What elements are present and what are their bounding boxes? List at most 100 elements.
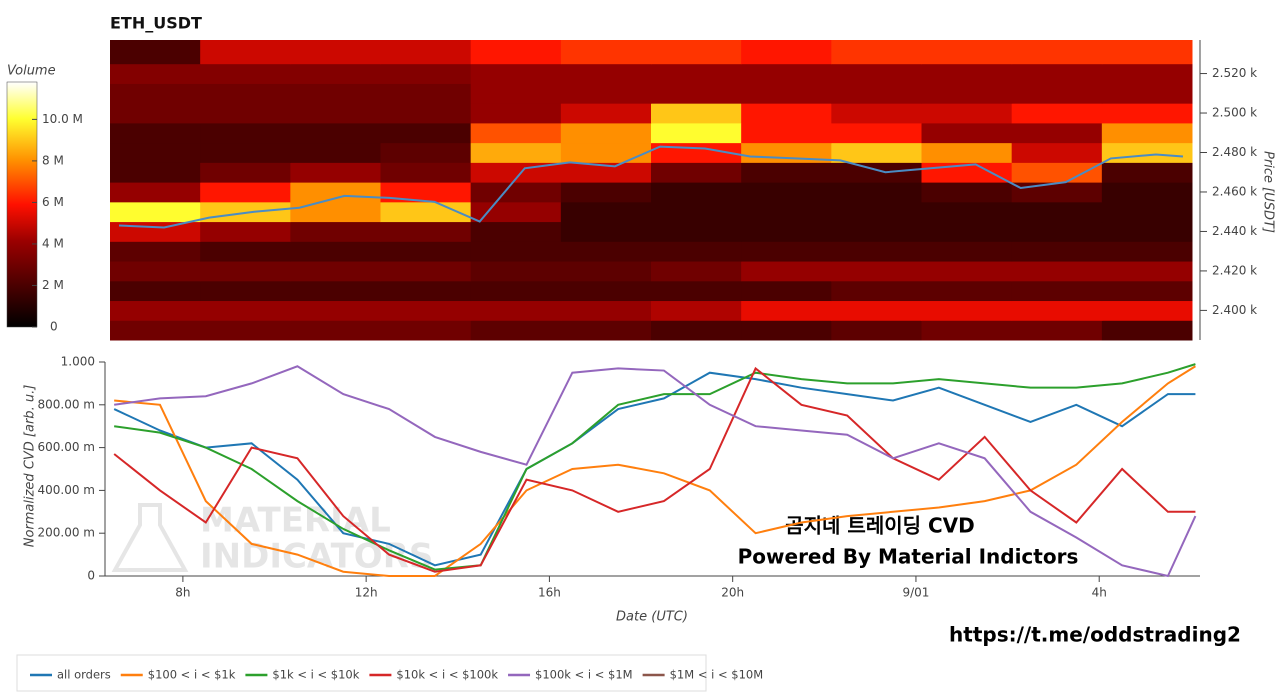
heat-cell — [470, 40, 562, 65]
heat-cell — [470, 261, 562, 282]
heat-cell — [380, 162, 472, 183]
heat-cell — [921, 320, 1013, 341]
heat-cell — [921, 221, 1013, 242]
chart-title: ETH_USDT — [110, 14, 202, 33]
heat-cell — [560, 63, 652, 84]
heat-cell — [110, 300, 201, 321]
heat-cell — [651, 280, 742, 302]
heat-cell — [290, 63, 381, 84]
heat-cell — [290, 122, 381, 144]
price-line — [118, 145, 1184, 229]
heat-cell — [110, 182, 201, 203]
y-tick-label: 0 — [87, 569, 95, 583]
link[interactable]: https://t.me/oddstrading2 — [949, 623, 1241, 647]
heat-cell — [831, 241, 922, 262]
heat-cell — [1101, 261, 1193, 282]
heat-cell — [921, 63, 1013, 84]
heat-cell — [921, 300, 1013, 321]
heat-cell — [200, 103, 291, 124]
heat-cell — [560, 182, 652, 203]
heat-cell — [1101, 300, 1193, 321]
heat-cell — [921, 142, 1013, 163]
heat-cell — [560, 103, 652, 124]
heat-cell — [110, 83, 201, 104]
heat-cell — [290, 103, 381, 124]
legend: all orders $100 < i < $1k $1k < i < $10k $1… — [30, 668, 763, 682]
y-tick-label: 2.420 k — [1212, 263, 1257, 277]
heat-cell — [200, 300, 291, 321]
legend-label: $1k < i < $10k — [272, 668, 359, 682]
heat-cell — [651, 201, 742, 223]
heat-cell — [470, 320, 562, 341]
heat-cell — [1011, 83, 1103, 104]
heat-cell — [290, 83, 381, 104]
heat-cell — [200, 280, 291, 302]
heat-cell — [290, 300, 381, 321]
heat-cell — [741, 201, 832, 223]
heat-cell — [741, 162, 832, 183]
heat-cell — [470, 142, 562, 163]
heat-cell — [560, 40, 652, 65]
heat-cell — [1011, 201, 1103, 223]
heat-cell — [1101, 320, 1193, 341]
heat-cell — [560, 201, 652, 223]
heat-cell — [921, 280, 1013, 302]
heat-cell — [290, 280, 381, 302]
heat-cell — [110, 142, 201, 163]
legend-label: $1M < i < $10M — [670, 668, 764, 682]
heat-cell — [1011, 221, 1103, 242]
y-tick-label: 600.00 m — [38, 440, 96, 454]
series-line — [114, 363, 1196, 571]
heat-cell — [921, 241, 1013, 262]
heatmap: 2.400 k 2.420 k 2.440 k 2.460 k 2.480 k 2.500… — [32, 40, 1257, 341]
heat-cell — [380, 241, 472, 262]
heat-cell — [651, 221, 742, 242]
heat-cell — [290, 40, 381, 65]
heat-cell — [831, 103, 922, 124]
x-tick-label: 20h — [721, 586, 744, 600]
heat-cell — [741, 221, 832, 242]
heat-cell — [741, 182, 832, 203]
heat-cell — [470, 103, 562, 124]
heat-cell — [741, 320, 832, 341]
heat-cell — [560, 83, 652, 104]
heat-cell — [200, 142, 291, 163]
heat-cell — [380, 320, 472, 341]
heat-cell — [1011, 280, 1103, 302]
heat-cell — [290, 142, 381, 163]
heat-cell — [651, 83, 742, 104]
heat-cell — [651, 122, 742, 144]
heat-cell — [470, 63, 562, 84]
heat-cell — [110, 63, 201, 84]
heat-cell — [380, 40, 472, 65]
heat-cell — [1011, 162, 1103, 183]
heat-cell — [1101, 280, 1193, 302]
heat-cell — [1011, 300, 1103, 321]
heat-cell — [110, 241, 201, 262]
x-tick-label: 8h — [175, 586, 190, 600]
heat-cell — [1101, 40, 1193, 65]
heat-cell — [1101, 221, 1193, 242]
series-line — [114, 365, 1197, 578]
series-line — [113, 366, 1196, 573]
heat-cell — [110, 201, 201, 223]
heat-cell — [470, 182, 562, 203]
heat-cell — [651, 182, 742, 203]
heat-cell — [380, 63, 472, 84]
heat-cell — [831, 182, 922, 203]
heat-cell — [831, 280, 922, 302]
heat-cell — [380, 261, 472, 282]
heat-cell — [470, 300, 562, 321]
heat-cell — [200, 261, 291, 282]
series-line — [113, 371, 1196, 567]
watermark-text: MATERIAL — [200, 501, 391, 541]
x-tick-label: 9/01 — [902, 586, 929, 600]
heat-cell — [1011, 182, 1103, 203]
y-tick-label: 2.440 k — [1212, 224, 1257, 238]
heat-cell — [290, 201, 381, 223]
heat-cell — [651, 162, 742, 183]
heat-cell — [1011, 142, 1103, 163]
heat-cell — [651, 40, 742, 65]
heat-cell — [290, 182, 381, 203]
heat-cell — [110, 162, 201, 183]
